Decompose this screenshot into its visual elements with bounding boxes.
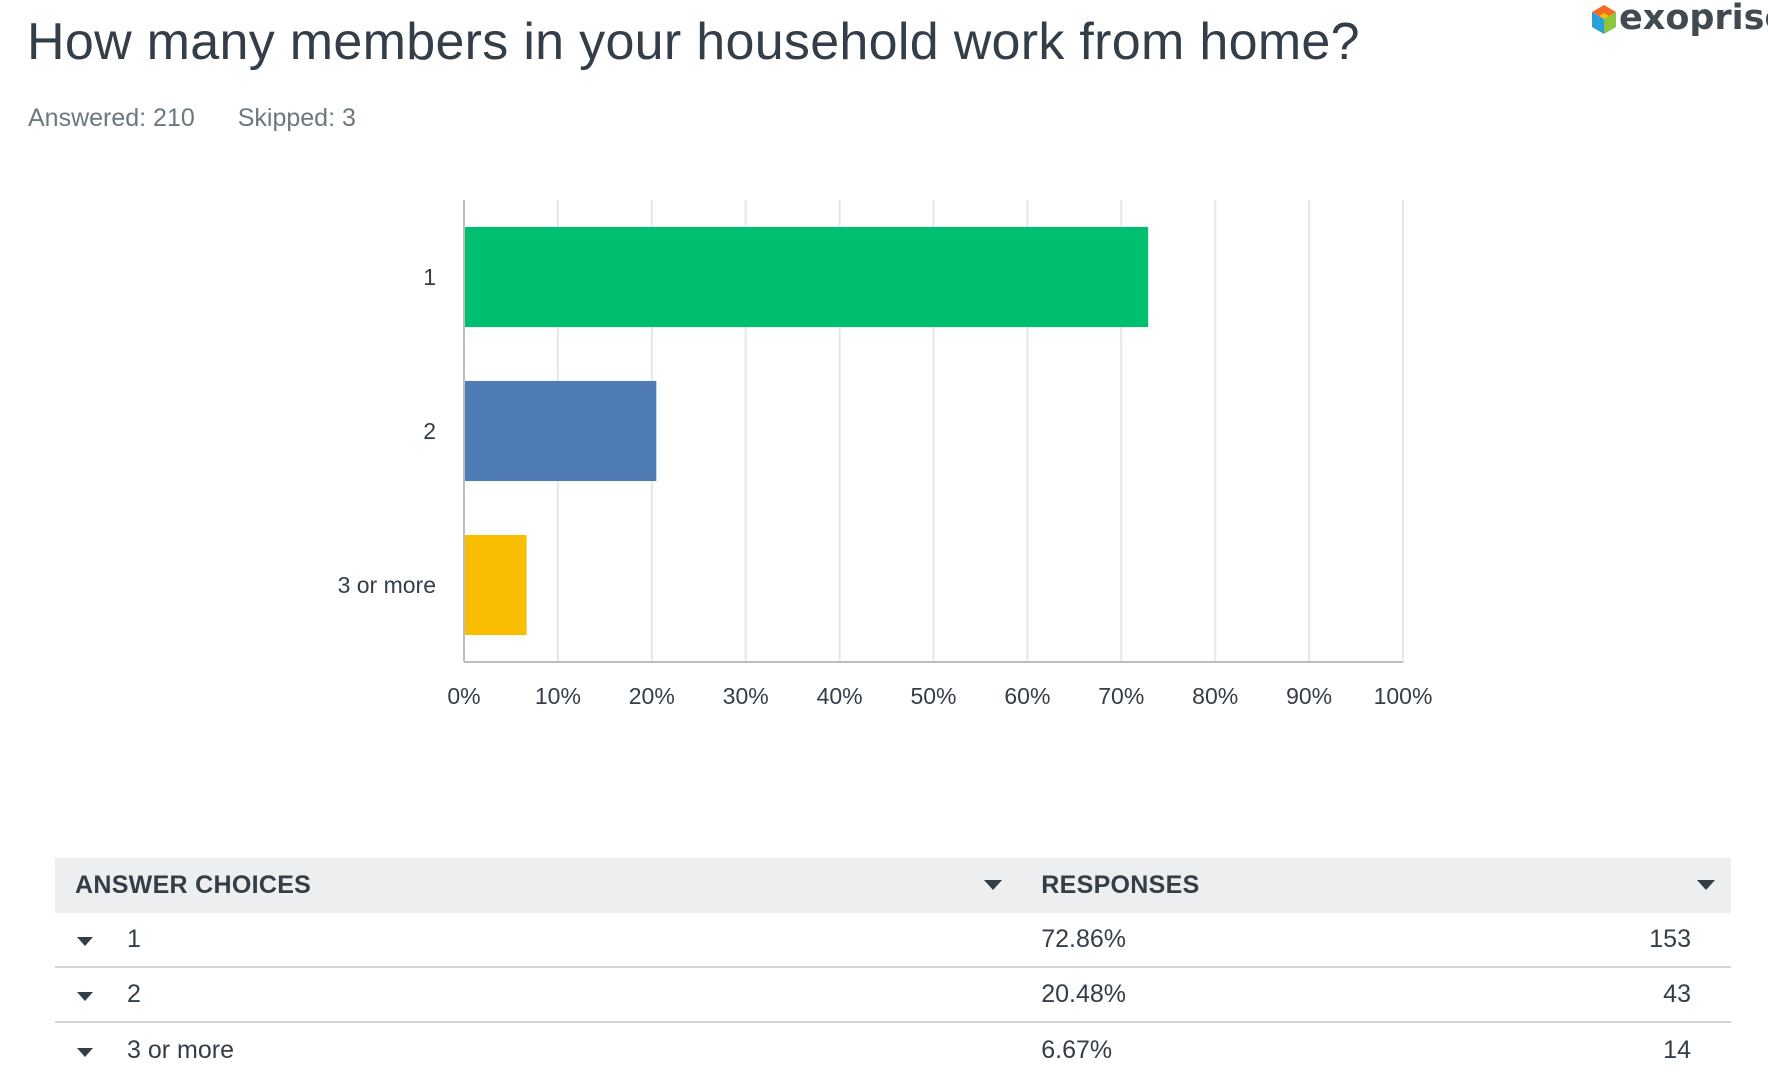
bar [464, 380, 657, 482]
answered-count: Answered: 210 [28, 104, 195, 132]
percent-cell: 6.67% [1041, 1036, 1113, 1064]
percent-cell: 20.48% [1041, 980, 1127, 1008]
x-tick-label: 30% [723, 683, 769, 709]
choice-cell: 3 or more [55, 1036, 1018, 1065]
count-cell: 43 [1663, 980, 1691, 1008]
table-header: ANSWER CHOICES RESPONSES [55, 858, 1731, 913]
choice-cell: 2 [55, 980, 1018, 1009]
x-tick-label: 100% [1374, 683, 1433, 709]
x-tick-label: 80% [1192, 683, 1238, 709]
count-cell: 14 [1663, 1036, 1691, 1064]
exoprise-logo: exoprise [1592, 0, 1768, 38]
count-cell: 153 [1649, 925, 1691, 953]
axes [463, 200, 1403, 663]
sort-down-icon[interactable] [1697, 880, 1715, 890]
x-tick-label: 20% [629, 683, 675, 709]
axis-labels: 0% 10% 20% 30% 40% 50% 60% 70% 80% 90% 100% 1 2 3 or … [338, 264, 1433, 709]
table-row: 3 or more 6.67% 14 [55, 1023, 1731, 1078]
cube-icon [1592, 5, 1616, 34]
answer-choices-label: ANSWER CHOICES [75, 871, 312, 899]
choice-label: 2 [127, 980, 141, 1008]
choice-cell: 1 [55, 925, 1018, 954]
page-title: How many members in your household work … [27, 13, 1360, 71]
choice-label: 1 [127, 925, 141, 953]
response-stats: Answered: 210 Skipped: 3 [28, 104, 392, 133]
sort-down-icon[interactable] [984, 880, 1003, 890]
bars [464, 226, 1149, 636]
bar [464, 534, 527, 636]
responses-table: ANSWER CHOICES RESPONSES 1 72.86% 153 2 … [55, 858, 1731, 1078]
x-tick-label: 50% [910, 683, 956, 709]
answer-choices-header[interactable]: ANSWER CHOICES [55, 858, 1018, 913]
responses-label: RESPONSES [1041, 871, 1200, 899]
expand-caret-icon[interactable] [77, 992, 93, 1001]
x-tick-label: 0% [447, 683, 480, 709]
x-tick-label: 60% [1004, 683, 1050, 709]
bar [464, 226, 1149, 328]
x-tick-label: 10% [535, 683, 581, 709]
logo-text: exoprise [1619, 0, 1768, 38]
responses-header[interactable]: RESPONSES [1021, 858, 1731, 913]
expand-caret-icon[interactable] [77, 937, 93, 946]
table-row: 2 20.48% 43 [55, 968, 1731, 1023]
y-category-label: 2 [423, 418, 436, 444]
percent-cell: 72.86% [1041, 925, 1127, 953]
y-category-label: 1 [423, 264, 436, 290]
bar-chart: 0% 10% 20% 30% 40% 50% 60% 70% 80% 90% 100% 1 2 3 or … [338, 200, 1433, 709]
x-tick-label: 70% [1098, 683, 1144, 709]
table-row: 1 72.86% 153 [55, 913, 1731, 968]
expand-caret-icon[interactable] [77, 1048, 93, 1057]
choice-label: 3 or more [127, 1036, 234, 1064]
skipped-count: Skipped: 3 [237, 104, 356, 132]
x-tick-label: 40% [817, 683, 863, 709]
x-tick-label: 90% [1286, 683, 1332, 709]
y-category-label: 3 or more [338, 572, 436, 598]
